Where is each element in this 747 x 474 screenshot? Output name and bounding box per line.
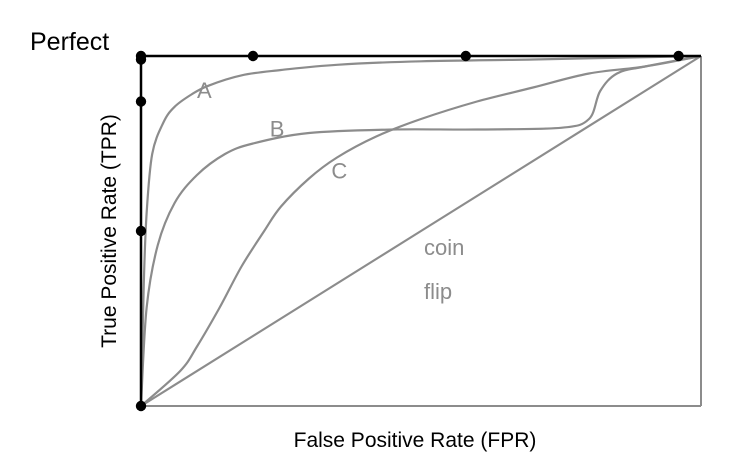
perfect-classifier-path (135, 50, 701, 412)
y-axis-label: True Positive Rate (TPR) (98, 114, 121, 348)
coin-flip-label-line1: coin (424, 235, 464, 260)
roc-curve-a (139, 54, 702, 407)
perfect-label: Perfect (30, 28, 109, 56)
curve-label-a: A (197, 78, 212, 103)
perfect-point-3 (135, 54, 147, 65)
perfect-point-5 (247, 50, 259, 62)
coin-flip-label-line2: flip (424, 279, 452, 304)
x-axis-label: False Positive Rate (FPR) (294, 429, 537, 452)
perfect-point-0 (135, 400, 147, 412)
curve-label-c: C (331, 159, 347, 184)
curve-label-b: B (270, 117, 285, 142)
roc-curve-c (140, 54, 702, 407)
perfect-point-7 (673, 50, 684, 62)
perfect-point-4 (135, 96, 147, 107)
roc-curve-coin-flip (140, 55, 702, 407)
perfect-point-6 (460, 50, 471, 62)
perfect-point-1 (135, 225, 147, 237)
chart-labels: Perfect coin flip False Positive Rate (F… (30, 28, 536, 452)
roc-curves (139, 54, 702, 407)
roc-curve-b (139, 54, 702, 407)
plot-frame (141, 56, 702, 407)
